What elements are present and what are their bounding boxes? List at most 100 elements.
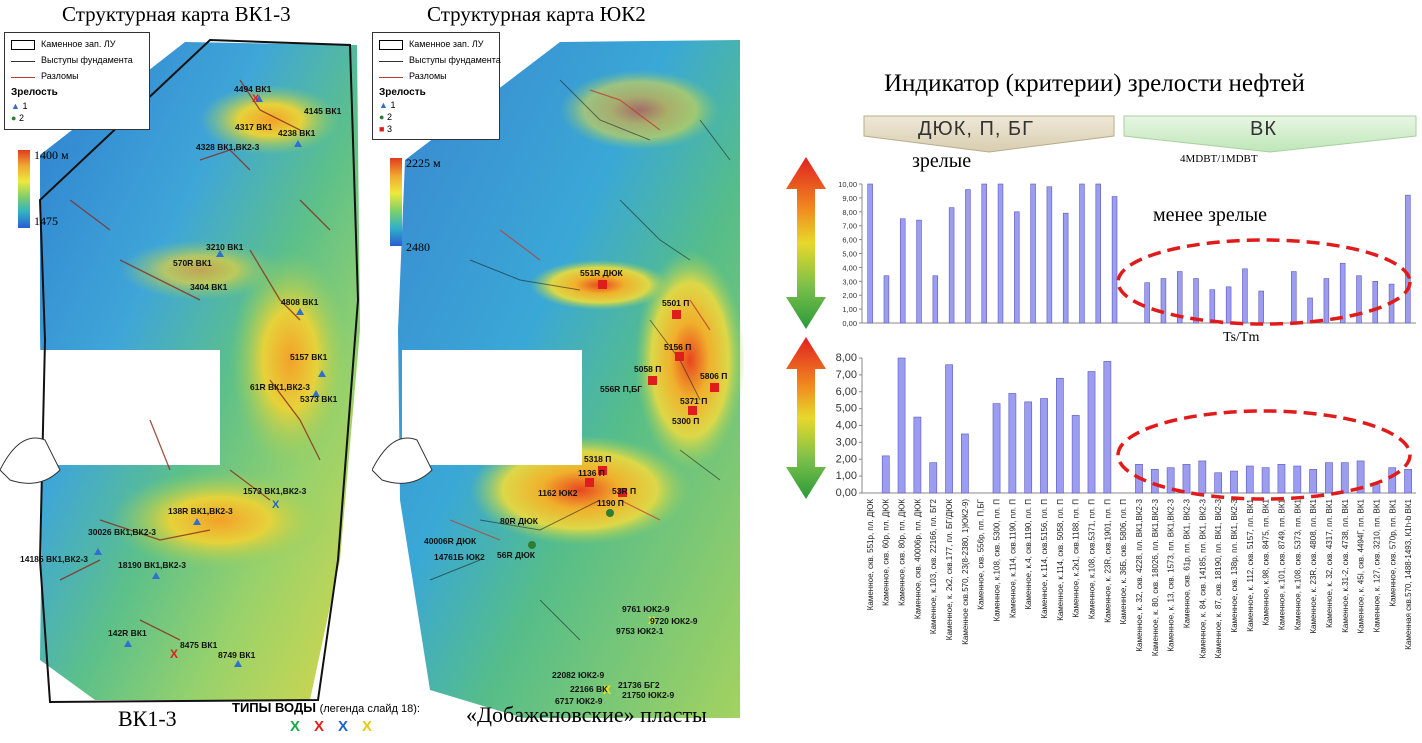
bar — [948, 207, 955, 324]
bar — [945, 364, 953, 494]
triangle-icon: ▲ — [379, 100, 388, 110]
legend-fault-label: Разломы — [41, 71, 79, 81]
legend-maturity-title: Зрелость — [379, 87, 426, 98]
bar — [1046, 186, 1053, 324]
well-label: 40006R ДЮК — [424, 536, 477, 546]
bar — [1309, 469, 1317, 494]
bar — [899, 218, 906, 324]
banner-dyuk-p-bg: ДЮК, П, БГ — [918, 118, 1034, 140]
bar — [961, 433, 969, 494]
x-tick-label: Каменная скв.570, 1488-1493, К1h-b ВК1 — [1404, 498, 1413, 649]
x-tick-label: Каменное, к. 84, скв. 14185, пл. ВК1, ВК… — [1198, 498, 1207, 658]
bar — [992, 403, 1001, 494]
bar — [1030, 183, 1036, 324]
x-tick-label: Каменное, к.2к1, скв.1188, пл. П — [1072, 499, 1081, 618]
y-tick-label: 10,00 — [838, 180, 857, 189]
well-label: 53R П — [612, 486, 637, 496]
right-map-title: Структурная карта ЮК2 — [427, 2, 646, 26]
water-type-blue-x: X — [338, 718, 349, 735]
bar — [1293, 465, 1302, 494]
bar — [1214, 472, 1223, 494]
right-structural-map: X X — [372, 40, 745, 718]
fault-swatch — [11, 77, 35, 78]
bar — [1166, 467, 1175, 494]
well-label: 21736 БГ2 — [618, 680, 660, 690]
y-tick-label: 8,00 — [836, 352, 857, 364]
x-tick-label: Каменное, скв. 40006р, пл. ДЮК — [913, 499, 922, 620]
legend-maturity-2: 2 — [386, 112, 392, 122]
water-type-green-x: X — [290, 718, 301, 735]
water-type-yellow-x: X — [362, 718, 373, 735]
y-tick-label: 2,00 — [842, 291, 857, 300]
well-label: 14185 ВК1,ВК2-3 — [20, 554, 89, 564]
x-tick-label: Каменное, скв. 556р, пл. П,БГ — [977, 498, 986, 609]
legend-maturity-2: 2 — [18, 113, 24, 123]
water-types-legend: ТИПЫ ВОДЫ (легенда слайд 18): — [232, 700, 420, 715]
y-tick-label: 1,00 — [842, 305, 857, 314]
well-label: 9761 ЮК2-9 — [622, 604, 670, 614]
legend-maturity-1: 1 — [390, 100, 396, 110]
bar — [1193, 278, 1199, 324]
well-label: 551R ДЮК — [580, 268, 623, 278]
x-tick-label: Каменное, скв. 80р, пл. ДЮК — [898, 499, 907, 606]
y-tick-label: 0,00 — [842, 319, 857, 328]
legend-fault-label: Разломы — [409, 71, 447, 81]
y-tick-label: 8,00 — [842, 208, 857, 217]
circle-icon: ● — [11, 113, 17, 123]
y-tick-label: 3,00 — [842, 277, 857, 286]
chart1-label: 4MDBT/1MDBT — [1180, 153, 1258, 165]
x-tick-label: Каменное, к.31-2, скв. 4738, пл. ВК1 — [1341, 498, 1350, 632]
x-tick-label: Каменное, к. 80, скв. 18026, пл. ВК1,ВК2… — [1151, 498, 1160, 656]
bar — [1040, 398, 1048, 494]
well-label: 9720 ЮК2-9 — [650, 616, 698, 626]
bar — [1176, 271, 1183, 324]
bar — [1079, 183, 1085, 324]
well-label: 5318 П — [584, 454, 612, 464]
basement-swatch — [11, 61, 35, 62]
maturity-arrows — [786, 157, 826, 499]
x-tick-label: Каменное, скв. 60р, пл. ДЮК — [882, 499, 891, 606]
well-label: 22082 ЮК2-9 — [552, 670, 605, 680]
x-tick-label: Каменное, к.114, скв. 5058, пл. П — [1056, 499, 1065, 621]
x-tick-label: Каменное, к.108, скв. 5373, пл. ВК1 — [1293, 498, 1302, 630]
well-label: 5806 П — [700, 371, 728, 381]
bar — [1160, 278, 1167, 324]
svg-text:X: X — [252, 93, 260, 105]
bar — [1055, 377, 1064, 494]
well-label: 5157 ВК1 — [290, 352, 328, 362]
bar — [1111, 196, 1118, 324]
x-tick-label: Каменное, к. 23R, скв.1901, пл. П — [1103, 499, 1112, 623]
bar — [1245, 465, 1254, 494]
svg-text:X: X — [272, 499, 280, 511]
y-tick-label: 0,00 — [836, 487, 857, 499]
well-label: 3210 ВК1 — [206, 242, 244, 252]
legend-boundary-label: Каменное зап. ЛУ — [41, 39, 116, 49]
bar — [1356, 460, 1365, 494]
bar — [867, 183, 873, 324]
x-tick-label: Каменное, к. 87, скв. 18190, пл. ВК1, ВК… — [1214, 498, 1223, 658]
mature-label: зрелые — [912, 150, 972, 172]
x-tick-label: Каменное, к. 32, скв. 4317, пл. ВК1 — [1325, 498, 1334, 627]
well-label: 30026 ВК1,ВК2-3 — [88, 527, 157, 537]
bar — [1103, 361, 1112, 494]
svg-text:X: X — [603, 683, 611, 697]
x-tick-label: Каменное, к.98, скв. 8475, пл. ВК1 — [1262, 498, 1271, 625]
x-tick-label: Каменное, к.108, скв.5371, пл. П — [1088, 499, 1097, 619]
x-tick-label: Каменное, скв. 551р, пл. ДЮК — [866, 499, 875, 611]
well-label: 4328 ВК1,ВК2-3 — [196, 142, 260, 152]
legend-boundary-label: Каменное зап. ЛУ — [409, 39, 484, 49]
well-label: 3404 ВК1 — [190, 282, 228, 292]
well-label: 5058 П — [634, 364, 662, 374]
y-tick-label: 5,00 — [836, 403, 857, 415]
well-label: 61R ВК1,ВК2-3 — [250, 382, 310, 392]
right-depth-scale — [390, 158, 402, 246]
circle-icon: ● — [379, 112, 385, 122]
y-tick-label: 6,00 — [842, 236, 857, 245]
x-tick-label: Каменное, скв. 570р, пл. ВК1 — [1388, 498, 1397, 606]
bar — [1372, 281, 1379, 324]
well-label: 142R ВК1 — [108, 628, 147, 638]
x-tick-label: Каменное, к.108, скв. 5300, пл. П — [993, 499, 1002, 622]
banner-vk: ВК — [1250, 118, 1277, 140]
boundary-swatch — [11, 40, 35, 50]
